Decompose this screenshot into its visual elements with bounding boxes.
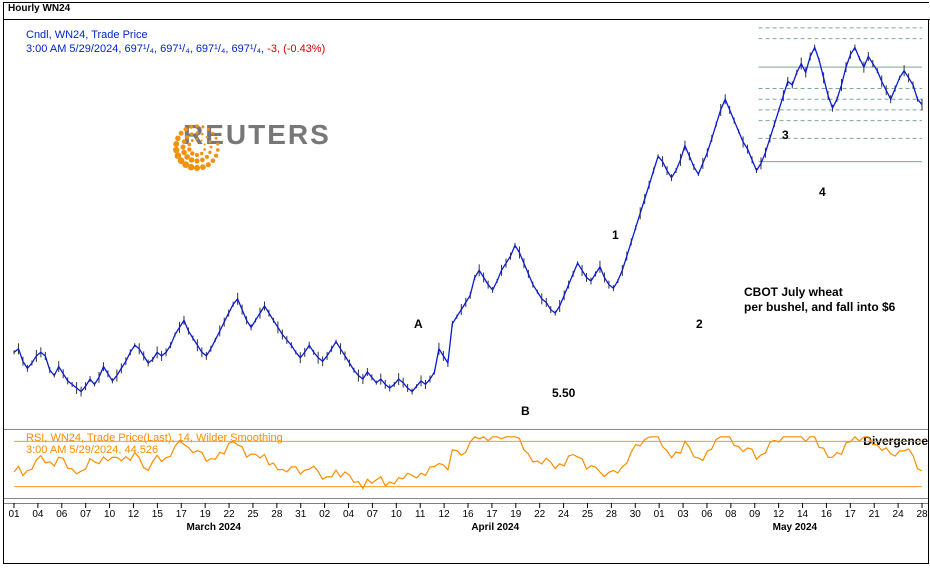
xaxis-tick: 22 <box>223 509 234 520</box>
xaxis-tick: 16 <box>821 509 832 520</box>
wave-annotation: 2 <box>696 317 703 331</box>
x-axis: 01 04 06 07 10 12 15 17 19 22 25 28 31 02 04 07 10 11 12 16… <box>4 503 928 563</box>
xaxis-tick: 28 <box>606 509 617 520</box>
xaxis-tick: 22 <box>534 509 545 520</box>
xaxis-tick: 12 <box>128 509 139 520</box>
xaxis-tick: 12 <box>773 509 784 520</box>
xaxis-tick: 16 <box>462 509 473 520</box>
xaxis-tick: 09 <box>749 509 760 520</box>
xaxis-tick: 04 <box>32 509 43 520</box>
xaxis-tick: 28 <box>271 509 282 520</box>
price-panel[interactable]: Cndl, WN24, Trade Price 3:00 AM 5/29/202… <box>4 19 928 429</box>
chart-title: Hourly WN24 <box>4 3 930 20</box>
xaxis-tick: 12 <box>439 509 450 520</box>
wave-annotation: 1 <box>612 228 619 242</box>
xaxis-tick: 03 <box>677 509 688 520</box>
xaxis-tick: 21 <box>869 509 880 520</box>
xaxis-tick: 15 <box>152 509 163 520</box>
xaxis-month: April 2024 <box>471 522 519 533</box>
chart-container: Hourly WN24 Cndl, WN24, Trade Price 3:00… <box>3 2 929 564</box>
xaxis-tick: 01 <box>8 509 19 520</box>
wave-annotation: B <box>521 404 530 418</box>
chart-title-text: Hourly WN24 <box>8 3 70 14</box>
xaxis-tick: 17 <box>486 509 497 520</box>
xaxis-tick: 25 <box>582 509 593 520</box>
xaxis-tick: 17 <box>176 509 187 520</box>
xaxis-tick: 19 <box>200 509 211 520</box>
xaxis-tick: 28 <box>916 509 927 520</box>
xaxis-tick: 07 <box>80 509 91 520</box>
wave-annotation: 5.50 <box>552 386 575 400</box>
wave-annotation: A <box>414 317 423 331</box>
xaxis-tick: 25 <box>247 509 258 520</box>
xaxis-tick: 11 <box>415 509 425 520</box>
chart-caption: CBOT July wheat per bushel, and fall int… <box>744 285 895 315</box>
xaxis-tick: 30 <box>630 509 641 520</box>
price-chart[interactable] <box>4 19 928 429</box>
rsi-chart[interactable] <box>4 430 928 498</box>
xaxis-tick: 08 <box>725 509 736 520</box>
xaxis-tick: 10 <box>391 509 402 520</box>
xaxis-tick: 07 <box>367 509 378 520</box>
xaxis-tick: 24 <box>558 509 569 520</box>
xaxis-tick: 24 <box>893 509 904 520</box>
wave-annotation: 3 <box>782 128 789 142</box>
rsi-panel[interactable]: RSI, WN24, Trade Price(Last), 14, Wilder… <box>4 429 928 499</box>
xaxis-month: May 2024 <box>773 522 817 533</box>
xaxis-tick: 06 <box>56 509 67 520</box>
xaxis-month: March 2024 <box>187 522 241 533</box>
xaxis-tick: 14 <box>797 509 808 520</box>
xaxis-tick: 17 <box>845 509 856 520</box>
xaxis-tick: 31 <box>295 509 306 520</box>
xaxis-tick: 04 <box>343 509 354 520</box>
xaxis-tick: 02 <box>319 509 330 520</box>
xaxis-tick: 19 <box>510 509 521 520</box>
wave-annotation: 4 <box>819 185 826 199</box>
xaxis-tick: 01 <box>654 509 665 520</box>
xaxis-tick: 10 <box>104 509 115 520</box>
xaxis-tick: 06 <box>701 509 712 520</box>
